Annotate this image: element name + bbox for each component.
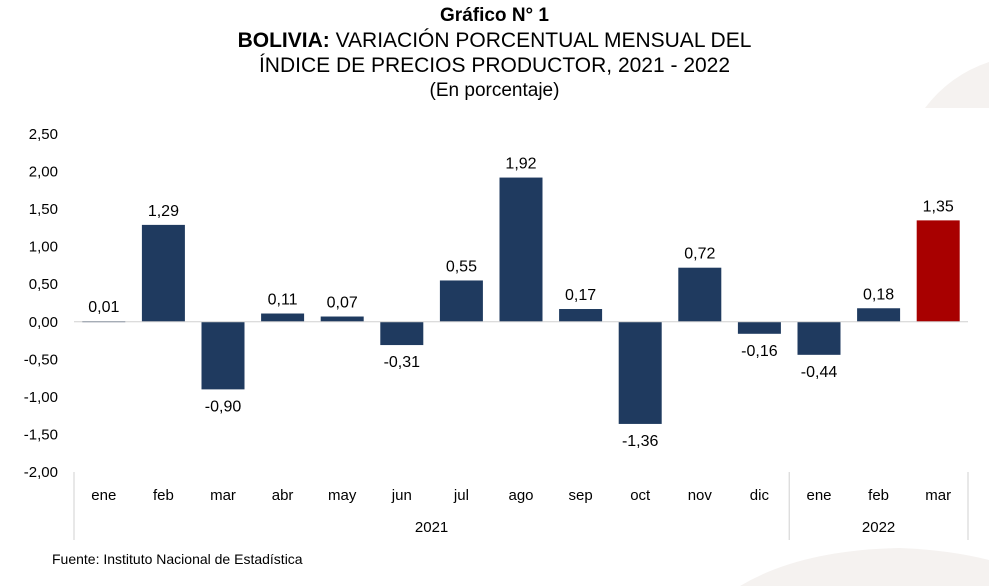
x-tick-label: ene: [91, 487, 116, 504]
bar: [261, 313, 305, 322]
y-tick-label: 1,50: [29, 201, 58, 218]
x-tick-label: mar: [210, 487, 236, 504]
x-tick-label: ago: [508, 487, 533, 504]
source-note: Fuente: Instituto Nacional de Estadístic…: [52, 551, 303, 567]
bar: [380, 321, 424, 346]
chart-title-country: BOLIVIA:: [237, 29, 330, 52]
data-label: 0,72: [684, 246, 715, 263]
x-tick-label: feb: [868, 487, 889, 504]
chart-title-line1: BOLIVIA: VARIACIÓN PORCENTUAL MENSUAL DE…: [0, 28, 989, 53]
data-label: -0,16: [741, 343, 778, 360]
bar: [678, 267, 722, 322]
data-label: 1,35: [923, 198, 954, 215]
data-label: -0,31: [384, 354, 421, 371]
bar: [857, 308, 901, 322]
data-label: 0,18: [863, 286, 894, 303]
x-tick-label: may: [328, 487, 357, 504]
data-label: 0,07: [327, 295, 358, 312]
data-label: 1,29: [148, 203, 179, 220]
y-tick-label: 1,00: [29, 239, 58, 256]
y-tick-label: -2,00: [24, 464, 58, 481]
year-group-label: 2021: [415, 519, 448, 536]
decoration-arc-top-right: [925, 62, 989, 108]
y-tick-label: -1,00: [24, 389, 58, 406]
x-tick-label: sep: [569, 487, 593, 504]
bar: [618, 321, 662, 424]
y-tick-label: 0,50: [29, 276, 58, 293]
data-label: 0,55: [446, 258, 477, 275]
bar: [201, 321, 245, 390]
y-tick-label: -1,50: [24, 426, 58, 443]
chart-title-line1-rest: VARIACIÓN PORCENTUAL MENSUAL DEL: [335, 29, 752, 52]
chart-number: Gráfico N° 1: [440, 5, 549, 26]
x-tick-label: ene: [806, 487, 831, 504]
chart-title-line2: ÍNDICE DE PRECIOS PRODUCTOR, 2021 - 2022: [258, 54, 731, 77]
data-label: 1,92: [505, 156, 536, 173]
data-label: 0,17: [565, 287, 596, 304]
y-tick-label: 2,00: [29, 164, 58, 181]
x-tick-label: mar: [925, 487, 951, 504]
bar: [141, 224, 185, 322]
bar: [797, 321, 841, 355]
y-tick-label: 0,00: [29, 314, 58, 331]
data-label: -0,90: [205, 398, 242, 415]
x-tick-label: jun: [391, 487, 412, 504]
bar: [737, 321, 781, 334]
y-tick-label: 2,50: [29, 126, 58, 143]
data-label: 0,01: [88, 299, 119, 316]
bar: [916, 220, 960, 322]
bar: [320, 316, 364, 322]
chart-title-block: Gráfico N° 1 BOLIVIA: VARIACIÓN PORCENTU…: [0, 4, 989, 103]
chart-subtitle: (En porcentaje): [429, 80, 560, 101]
x-tick-label: dic: [750, 487, 770, 504]
x-tick-label: nov: [688, 487, 713, 504]
bar: [439, 280, 483, 322]
x-tick-label: jul: [453, 487, 469, 504]
x-tick-label: abr: [272, 487, 294, 504]
x-tick-label: oct: [630, 487, 651, 504]
data-label: 0,11: [268, 292, 298, 309]
y-tick-label: -0,50: [24, 351, 58, 368]
bar: [499, 177, 543, 322]
data-label: -1,36: [622, 433, 659, 450]
year-group-label: 2022: [862, 519, 895, 536]
decoration-arc-bottom-right: [740, 548, 989, 586]
data-label: -0,44: [801, 364, 838, 381]
bar: [559, 309, 603, 322]
x-tick-label: feb: [153, 487, 174, 504]
